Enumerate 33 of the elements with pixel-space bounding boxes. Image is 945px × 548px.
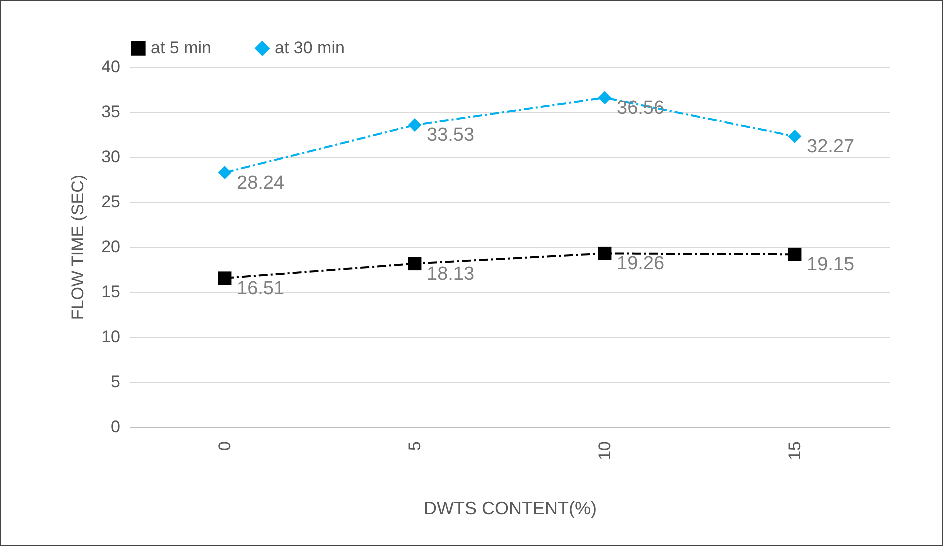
data-label: 16.51: [237, 278, 285, 300]
y-tick-label: 5: [111, 372, 120, 392]
point: [408, 118, 422, 132]
y-axis-title: FLOW TIME (SEC): [68, 174, 88, 320]
x-tick-label: 10: [596, 442, 614, 460]
x-axis-title: DWTS CONTENT(%): [424, 498, 597, 518]
y-tick-label: 10: [102, 328, 120, 346]
point: [408, 257, 422, 271]
data-label: 28.24: [237, 172, 285, 194]
data-label: 19.26: [617, 254, 665, 275]
data-label: 33.53: [427, 125, 475, 146]
point: [598, 91, 612, 105]
x-tick-label: 0: [216, 442, 234, 451]
y-tick-label: 25: [102, 192, 120, 212]
y-tick-label: 0: [111, 418, 120, 436]
data-label: 36.56: [617, 98, 665, 119]
y-tick-label: 35: [102, 102, 120, 122]
y-tick-label: 20: [102, 238, 120, 256]
point: [218, 166, 232, 180]
y-tick-label: 40: [102, 58, 120, 76]
legend-label: at 30 min: [275, 38, 345, 58]
data-label: 32.27: [807, 136, 855, 158]
data-label: 18.13: [427, 264, 475, 285]
data-label: 19.15: [807, 254, 855, 276]
legend-label: at 5 min: [151, 38, 212, 58]
y-tick-label: 15: [102, 282, 120, 302]
x-tick-label: 5: [406, 442, 424, 451]
point: [788, 130, 802, 144]
point: [218, 272, 232, 286]
y-tick-label: 30: [102, 148, 120, 166]
point: [788, 248, 802, 262]
x-tick-label: 15: [786, 442, 804, 460]
point: [598, 246, 612, 260]
